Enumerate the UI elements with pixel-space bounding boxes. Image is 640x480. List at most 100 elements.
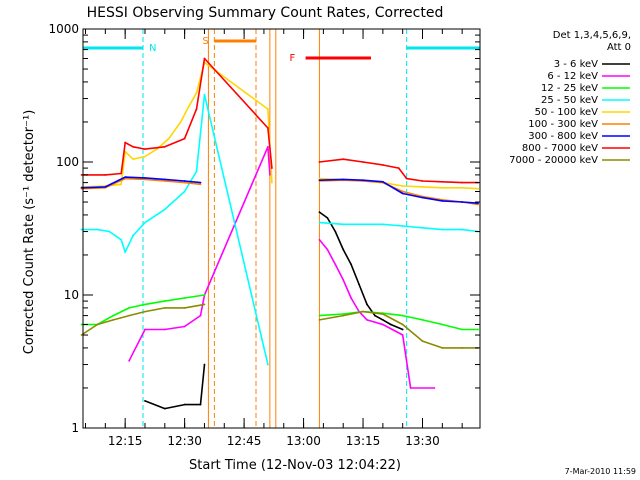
data-point xyxy=(132,145,134,148)
data-point xyxy=(342,158,345,161)
data-point xyxy=(128,306,131,309)
data-point xyxy=(318,179,321,182)
data-point xyxy=(461,347,464,349)
data-point xyxy=(195,170,198,173)
data-point xyxy=(183,325,186,328)
legend-label: 300 - 800 keV xyxy=(528,131,598,142)
data-point xyxy=(266,145,269,148)
data-point xyxy=(318,221,321,224)
data-point xyxy=(80,186,83,189)
data-point xyxy=(163,407,166,410)
x-tick-label: 12:30 xyxy=(167,434,202,448)
data-point xyxy=(342,178,345,181)
data-point xyxy=(441,323,444,326)
data-point xyxy=(461,181,464,184)
data-point xyxy=(163,300,166,302)
data-point xyxy=(362,223,364,226)
data-point xyxy=(163,180,166,182)
data-point xyxy=(421,185,424,188)
data-point xyxy=(461,186,464,189)
data-point xyxy=(421,196,424,199)
data-point xyxy=(80,173,83,176)
data-point xyxy=(203,93,206,96)
data-point xyxy=(266,363,269,366)
y-tick-label: 1000 xyxy=(48,22,79,36)
data-point xyxy=(421,226,424,229)
data-point xyxy=(144,303,146,306)
data-point xyxy=(187,105,190,108)
data-point xyxy=(441,186,444,189)
data-point xyxy=(183,297,186,299)
data-point xyxy=(80,228,83,231)
data-point xyxy=(128,359,131,362)
data-point xyxy=(401,334,404,336)
data-point xyxy=(326,248,329,251)
data-point xyxy=(124,141,127,144)
data-point xyxy=(120,172,123,175)
data-point xyxy=(461,328,464,331)
data-point xyxy=(183,306,186,309)
series-line xyxy=(81,57,273,176)
data-point xyxy=(381,318,384,321)
legend-label: 800 - 7000 keV xyxy=(522,143,598,154)
data-point xyxy=(318,314,321,317)
data-point xyxy=(477,328,479,331)
data-point xyxy=(199,181,202,184)
y-tick-label: 1 xyxy=(71,421,79,435)
data-point xyxy=(203,363,206,366)
data-point xyxy=(318,177,321,180)
legend-label: 6 - 12 keV xyxy=(547,71,598,82)
data-point xyxy=(366,318,368,321)
data-point xyxy=(108,230,111,233)
legend-label: 100 - 300 keV xyxy=(528,119,598,130)
data-point xyxy=(421,180,424,182)
x-tick-label: 12:15 xyxy=(108,434,143,448)
data-point xyxy=(381,323,384,326)
data-point xyxy=(421,340,424,343)
data-point xyxy=(120,238,123,241)
data-point xyxy=(334,230,337,233)
data-point xyxy=(342,223,345,226)
data-point xyxy=(318,161,321,163)
data-point xyxy=(389,323,392,326)
data-point xyxy=(401,185,404,187)
chart-title: HESSI Observing Summary Count Rates, Cor… xyxy=(87,5,444,21)
series-line xyxy=(128,146,271,362)
legend-label: 3 - 6 keV xyxy=(554,59,598,70)
data-point xyxy=(326,216,329,219)
night-marker: N xyxy=(149,43,156,54)
data-point xyxy=(195,108,198,110)
data-point xyxy=(342,314,345,317)
data-point xyxy=(195,92,198,94)
data-point xyxy=(167,137,170,140)
legend-header: Det 1,3,4,5,6,9, xyxy=(553,30,631,41)
data-point xyxy=(477,202,479,205)
data-point xyxy=(401,328,404,331)
legend-header: Att 0 xyxy=(607,42,631,53)
data-point xyxy=(362,310,364,313)
data-point xyxy=(401,225,404,227)
data-point xyxy=(270,181,273,184)
y-tick-label: 10 xyxy=(64,288,79,302)
data-point xyxy=(144,221,146,224)
data-point xyxy=(477,187,479,190)
data-point xyxy=(199,314,202,317)
series-line xyxy=(81,61,273,188)
data-point xyxy=(124,176,127,178)
plot-frame xyxy=(82,28,481,429)
data-point xyxy=(144,176,146,179)
legend-label: 7000 - 20000 keV xyxy=(509,155,598,166)
data-point xyxy=(441,228,444,231)
data-point xyxy=(104,173,107,176)
data-point xyxy=(461,201,464,203)
data-point xyxy=(401,192,404,195)
data-point xyxy=(183,181,186,184)
legend-label: 12 - 25 keV xyxy=(541,83,598,94)
data-point xyxy=(374,314,376,317)
data-point xyxy=(144,310,146,313)
data-point xyxy=(155,148,158,151)
footer-date: 7-Mar-2010 11:59 xyxy=(565,467,636,476)
data-point xyxy=(441,180,444,183)
data-point xyxy=(421,318,424,321)
